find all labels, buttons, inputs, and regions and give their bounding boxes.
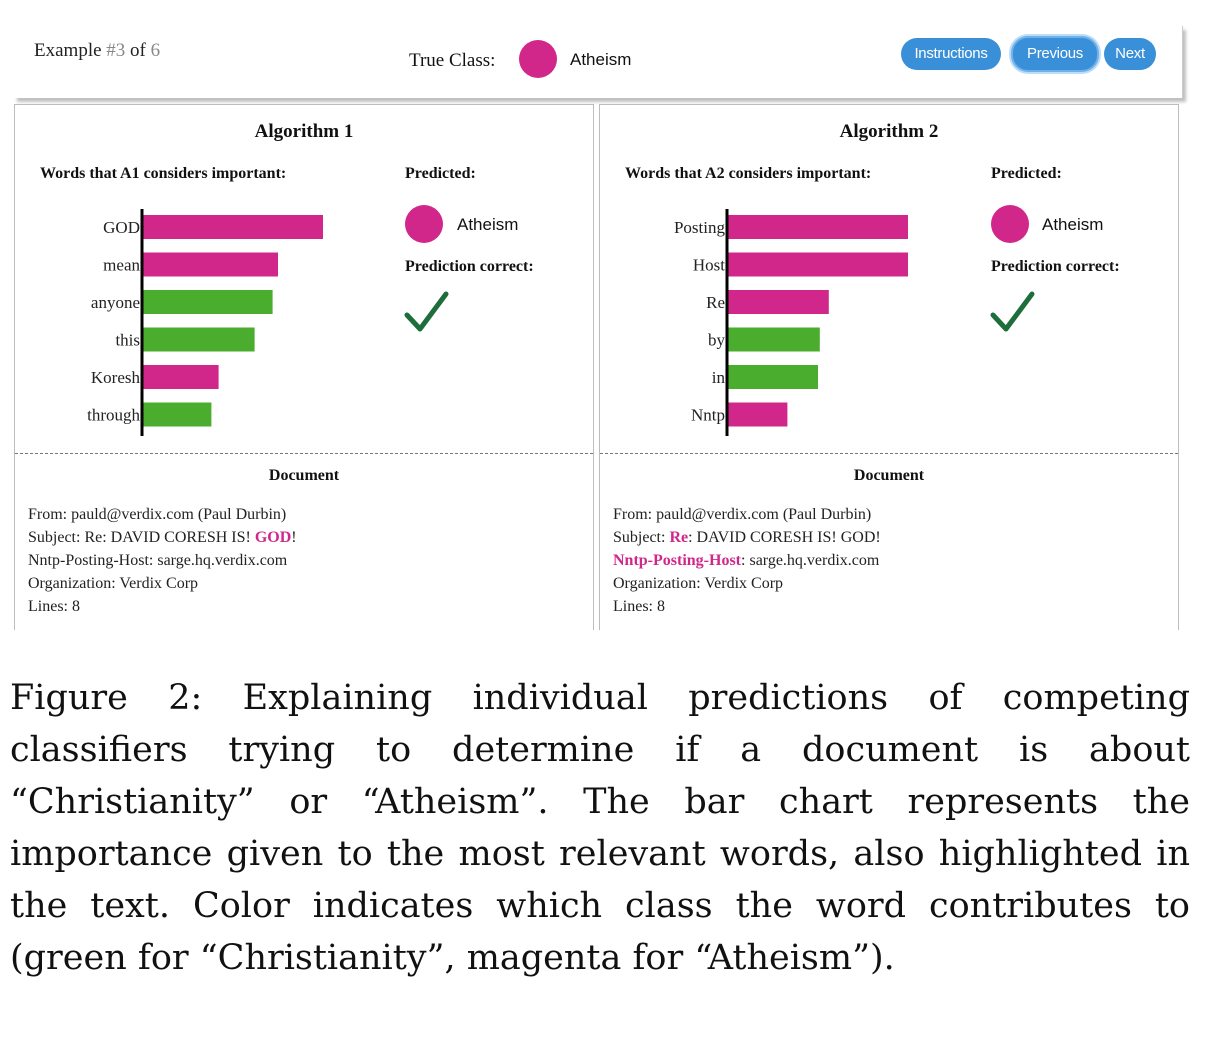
bar-label: Host	[693, 256, 725, 275]
checkmark-icon	[990, 291, 1035, 332]
important-words-heading: Words that A2 considers important:	[625, 165, 872, 182]
predicted-color-dot	[405, 205, 443, 243]
bar-mean	[143, 252, 278, 277]
document-text: From: pauld@verdix.com (Paul Durbin) Subj…	[613, 503, 881, 618]
document-text-segment: Nntp-Posting-Host: sarge.hq.verdix.com	[28, 552, 288, 569]
document-text-segment: From: pauld@verdix.com (Paul Durbin)	[613, 506, 872, 523]
bar-re	[728, 290, 829, 314]
bar-through	[143, 402, 212, 427]
document-line: Nntp-Posting-Host: sarge.hq.verdix.com	[28, 549, 297, 572]
bar-label: Koresh	[91, 368, 141, 387]
document-heading: Document	[853, 467, 925, 484]
highlighted-word: GOD	[254, 529, 292, 546]
highlighted-word: Nntp-Posting-Host	[613, 552, 742, 569]
true-class-color-dot	[519, 40, 557, 78]
bar-this	[143, 327, 255, 352]
bar-koresh	[143, 365, 219, 389]
algorithm-title: Algorithm 1	[254, 121, 354, 142]
important-words-heading: Words that A1 considers important:	[40, 165, 287, 182]
example-prefix: Example	[34, 40, 107, 61]
bar-nntp	[728, 402, 788, 427]
bar-by	[728, 327, 820, 352]
example-mid: of	[125, 40, 151, 61]
predicted-color-dot	[991, 205, 1029, 243]
document-line: Lines: 8	[613, 595, 881, 618]
example-number: #3	[106, 40, 126, 61]
next-button[interactable]: Next	[1104, 38, 1156, 70]
example-total: 6	[150, 40, 161, 61]
bar-label: mean	[103, 256, 140, 275]
document-text-segment: Organization: Verdix Corp	[28, 575, 199, 592]
document-text: From: pauld@verdix.com (Paul Durbin) Subj…	[28, 503, 297, 618]
document-line: Organization: Verdix Corp	[28, 572, 297, 595]
top-toolbar: Example #3 of 6 True Class: Atheism Inst…	[14, 26, 1183, 98]
document-line: Subject: Re: DAVID CORESH IS! GOD!	[613, 526, 881, 549]
predicted-value: Atheism	[1042, 215, 1104, 234]
document-text-segment: Subject: Re: DAVID CORESH IS!	[28, 529, 255, 546]
bar-host	[728, 252, 908, 277]
algorithm-1-panel: Algorithm 1 Words that A1 considers impo…	[14, 104, 594, 630]
algorithm-title: Algorithm 2	[839, 121, 939, 142]
algorithm-2-panel: Algorithm 2 Words that A2 considers impo…	[599, 104, 1179, 630]
previous-button[interactable]: Previous	[1011, 36, 1099, 72]
document-line: Nntp-Posting-Host: sarge.hq.verdix.com	[613, 549, 881, 572]
prediction-correct-heading: Prediction correct:	[405, 258, 534, 275]
figure-caption: Figure 2: Explaining individual predicti…	[10, 678, 1190, 978]
document-text-segment: : DAVID CORESH IS! GOD!	[688, 529, 881, 546]
section-divider	[15, 453, 593, 454]
instructions-button[interactable]: Instructions	[901, 38, 1001, 70]
predicted-heading: Predicted:	[405, 165, 476, 182]
document-line: From: pauld@verdix.com (Paul Durbin)	[613, 503, 881, 526]
bar-label: GOD	[103, 218, 140, 237]
document-text-segment: Organization: Verdix Corp	[613, 575, 784, 592]
bar-in	[728, 365, 818, 389]
example-counter: Example #3 of 6	[34, 40, 160, 62]
predicted-value: Atheism	[457, 215, 519, 234]
bar-label: anyone	[91, 293, 140, 312]
word-importance-chart: Posting Host Re by in Nntp	[674, 209, 908, 436]
true-class-value: Atheism	[570, 50, 632, 69]
document-text-segment: !	[291, 529, 297, 546]
document-text-segment: From: pauld@verdix.com (Paul Durbin)	[28, 506, 287, 523]
predicted-heading: Predicted:	[991, 165, 1062, 182]
bar-label: Nntp	[691, 406, 725, 425]
document-line: From: pauld@verdix.com (Paul Durbin)	[28, 503, 297, 526]
prediction-correct-heading: Prediction correct:	[991, 258, 1120, 275]
section-divider	[600, 453, 1178, 454]
bar-label: in	[712, 368, 726, 387]
document-text-segment: Lines: 8	[28, 598, 80, 615]
bar-label: Re	[706, 293, 725, 312]
document-text-segment: Subject:	[613, 529, 670, 546]
bar-posting	[728, 215, 908, 239]
document-line: Subject: Re: DAVID CORESH IS! GOD!	[28, 526, 297, 549]
document-heading: Document	[268, 467, 340, 484]
bar-label: through	[87, 406, 140, 425]
bar-label: Posting	[674, 218, 726, 237]
checkmark-icon	[404, 291, 449, 332]
bar-anyone	[143, 290, 273, 314]
word-importance-chart: GOD mean anyone this Koresh through	[87, 209, 323, 436]
highlighted-word: Re	[669, 529, 689, 546]
true-class-label: True Class:	[409, 50, 496, 71]
document-text-segment: Lines: 8	[613, 598, 665, 615]
document-text-segment: : sarge.hq.verdix.com	[741, 552, 880, 569]
document-line: Lines: 8	[28, 595, 297, 618]
bar-god	[143, 215, 323, 239]
bar-label: this	[115, 331, 140, 350]
document-line: Organization: Verdix Corp	[613, 572, 881, 595]
bar-label: by	[708, 331, 726, 350]
